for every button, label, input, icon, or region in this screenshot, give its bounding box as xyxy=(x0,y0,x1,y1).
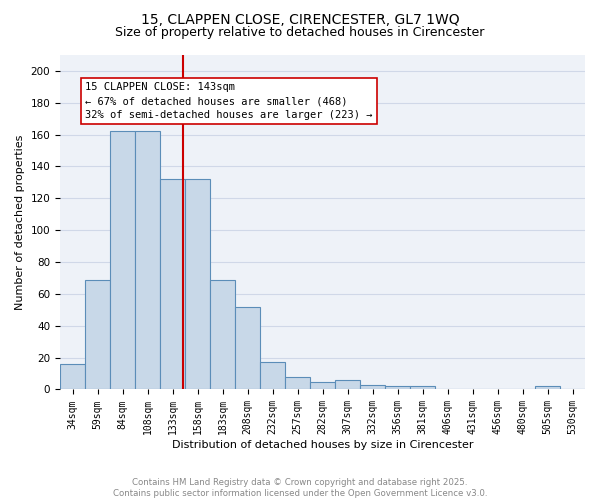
Bar xyxy=(235,306,260,390)
Bar xyxy=(310,382,335,390)
Bar xyxy=(210,280,235,390)
Bar xyxy=(260,362,285,390)
Y-axis label: Number of detached properties: Number of detached properties xyxy=(15,134,25,310)
Bar xyxy=(410,386,435,390)
Bar xyxy=(60,364,85,390)
Text: Contains HM Land Registry data © Crown copyright and database right 2025.
Contai: Contains HM Land Registry data © Crown c… xyxy=(113,478,487,498)
Bar xyxy=(535,386,560,390)
Text: Size of property relative to detached houses in Cirencester: Size of property relative to detached ho… xyxy=(115,26,485,39)
Bar xyxy=(335,380,360,390)
Bar xyxy=(160,179,185,390)
Bar xyxy=(385,386,410,390)
Text: 15 CLAPPEN CLOSE: 143sqm
← 67% of detached houses are smaller (468)
32% of semi-: 15 CLAPPEN CLOSE: 143sqm ← 67% of detach… xyxy=(85,82,373,120)
X-axis label: Distribution of detached houses by size in Cirencester: Distribution of detached houses by size … xyxy=(172,440,473,450)
Text: 15, CLAPPEN CLOSE, CIRENCESTER, GL7 1WQ: 15, CLAPPEN CLOSE, CIRENCESTER, GL7 1WQ xyxy=(140,12,460,26)
Bar xyxy=(135,132,160,390)
Bar xyxy=(85,280,110,390)
Bar xyxy=(360,384,385,390)
Bar xyxy=(285,376,310,390)
Bar xyxy=(110,132,135,390)
Bar xyxy=(185,179,210,390)
